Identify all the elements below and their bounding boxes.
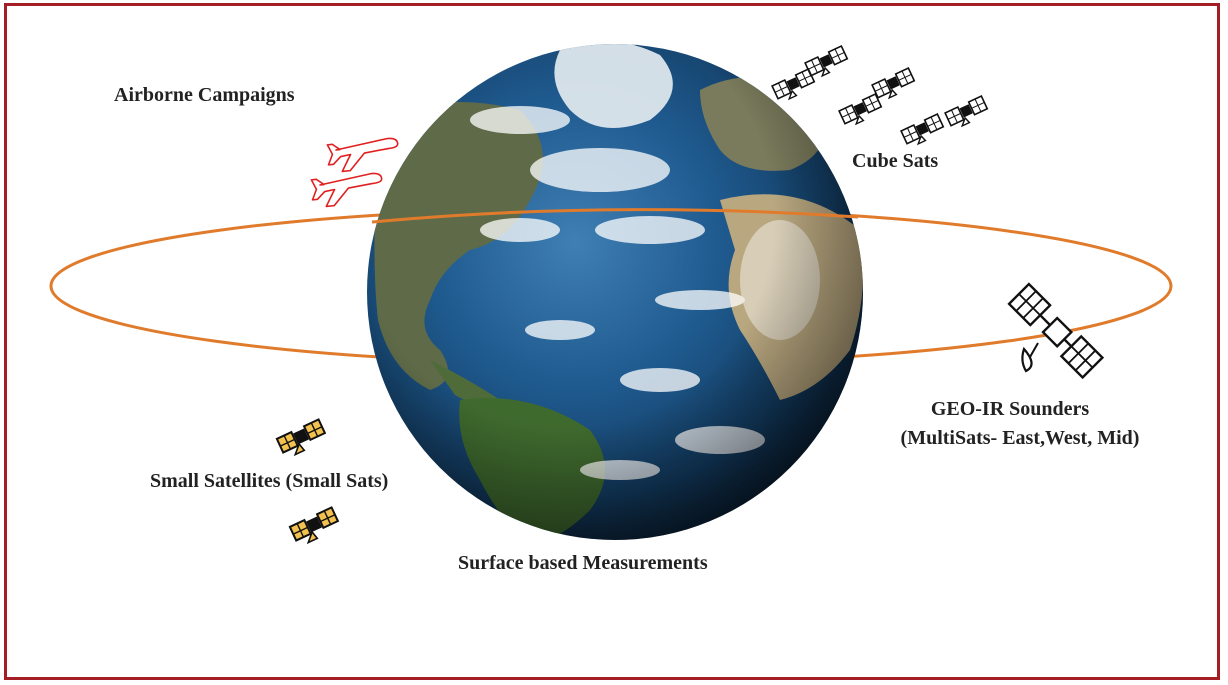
- airborne-campaigns-label: Airborne Campaigns: [114, 84, 295, 106]
- airplane-outline-icon: [309, 171, 385, 209]
- airplane-outline-icon: [325, 136, 401, 174]
- cube-sats-label: Cube Sats: [852, 150, 939, 172]
- orbit-ellipse-front: [371, 208, 859, 224]
- smallsat-icon: [275, 418, 329, 460]
- cubesat-icon: [944, 95, 991, 131]
- cubesat-icon: [900, 113, 947, 149]
- geo-ir-multisats-label: (MultiSats- East,West, Mid): [900, 427, 1140, 449]
- earth-globe: [367, 44, 863, 540]
- cubesat-icon: [871, 67, 918, 103]
- satellite-dish-icon: [1007, 282, 1105, 380]
- geo-ir-sounders-label: GEO-IR Sounders: [930, 398, 1090, 420]
- surface-measurements-label: Surface based Measurements: [458, 552, 708, 574]
- smallsat-icon: [288, 506, 342, 548]
- cubesat-icon: [838, 93, 885, 129]
- small-satellites-label: Small Satellites (Small Sats): [150, 470, 389, 492]
